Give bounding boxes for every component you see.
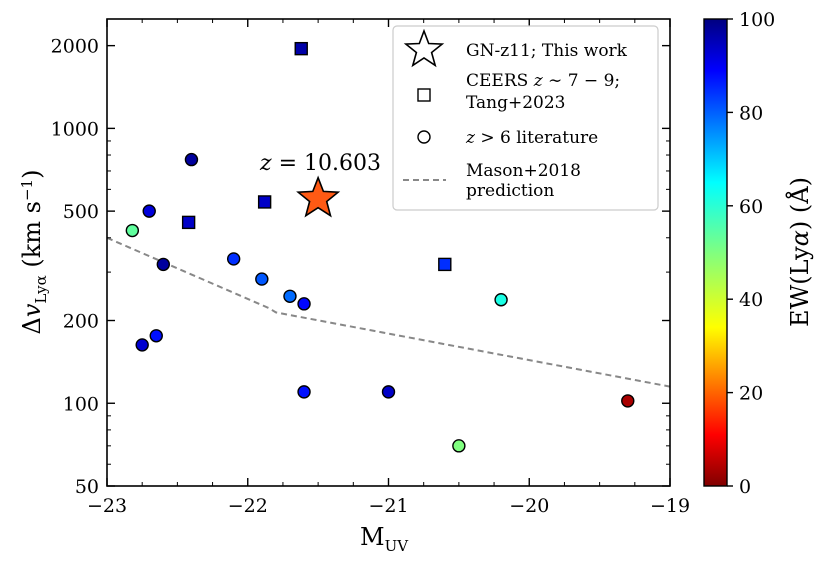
svg-text:EW(Lyα) (Å): EW(Lyα) (Å) [785,177,814,327]
legend-label-ceers: CEERS z ∼ 7 − 9; [466,71,620,91]
ceers-point [257,195,272,209]
legend-label-mason: Mason+2018 [466,161,581,181]
y-tick-label: 50 [75,476,99,498]
legend: GN-z11; This work CEERS z ∼ 7 − 9; Tang+… [392,25,659,211]
legend-square-marker [417,88,431,102]
y-tick-label: 500 [63,201,99,223]
y-tick-label: 100 [63,393,99,415]
literature-point [226,252,241,266]
colorbar: 0 20 40 60 80 100 EW(Lyα) (Å) [703,9,814,498]
literature-point [381,385,396,399]
data-points [125,41,635,453]
literature-point [156,257,171,272]
x-tick-label: −21 [368,495,408,517]
colorbar-tick-label: 40 [739,289,763,311]
legend-star-marker [403,28,445,68]
legend-label-prediction: prediction [466,181,554,201]
literature-point [297,297,311,311]
literature-point [621,394,635,408]
legend-circle-marker [417,130,431,144]
colorbar-tick-label: 20 [739,383,763,405]
literature-point [184,152,199,167]
y-tick-label: 1000 [51,118,99,140]
literature-point [283,289,297,303]
colorbar-tick-label: 100 [739,9,775,31]
y-tick-label: 2000 [51,36,99,58]
literature-point [125,223,140,238]
x-axis-label: MUV [360,523,409,555]
colorbar-label: EW(Lyα) (Å) [785,177,814,327]
literature-point [494,293,508,307]
literature-point [142,204,156,218]
literature-point [149,329,163,343]
y-axis-label: ΔvLyα (km s−1) [18,170,50,335]
redshift-annotation: z = 10.603 [259,151,381,176]
legend-label-tang: Tang+2023 [466,93,566,113]
mason-prediction-line [107,236,670,388]
ceers-point [294,41,308,56]
literature-point [255,272,269,286]
literature-point [297,385,311,399]
ceers-point [438,257,452,272]
ceers-point [181,215,196,230]
y-tick-label: 200 [63,311,99,333]
colorbar-ticks: 0 20 40 60 80 100 [727,9,775,498]
legend-label-gnz11: GN-z11; This work [466,41,628,61]
colorbar-tick-label: 80 [739,102,763,124]
x-tick-label: −23 [87,495,127,517]
plot-frame [106,18,671,487]
colorbar-tick-label: 60 [739,196,763,218]
colorbar-tick-label: 0 [739,476,751,498]
x-tick-label: −19 [650,495,690,517]
literature-point [135,338,149,352]
legend-label-literature: z > 6 literature [465,128,598,148]
svg-text:ΔvLyα (km s−1): ΔvLyα (km s−1) [18,170,50,335]
gnz11-star-point [296,175,341,218]
literature-point [452,439,466,453]
legend-box [392,25,659,211]
svg-text:MUV: MUV [360,523,409,555]
x-tick-label: −22 [228,495,268,517]
x-tick-label: −20 [509,495,549,517]
colorbar-gradient [703,18,728,487]
